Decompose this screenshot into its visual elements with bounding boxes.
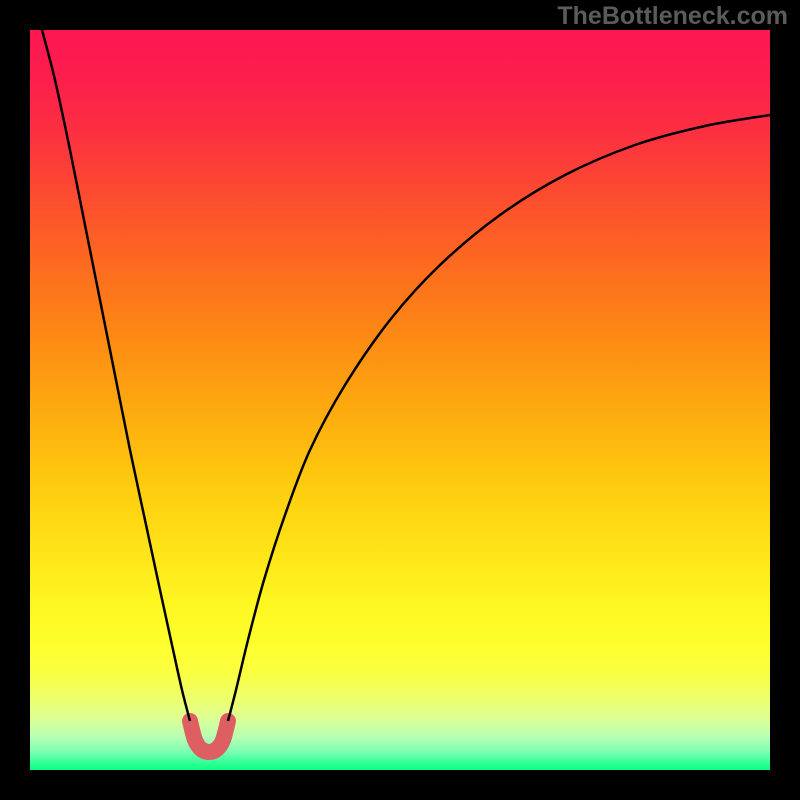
plot-background bbox=[30, 30, 770, 770]
watermark-text: TheBottleneck.com bbox=[557, 2, 788, 31]
bottleneck-chart bbox=[0, 0, 800, 800]
